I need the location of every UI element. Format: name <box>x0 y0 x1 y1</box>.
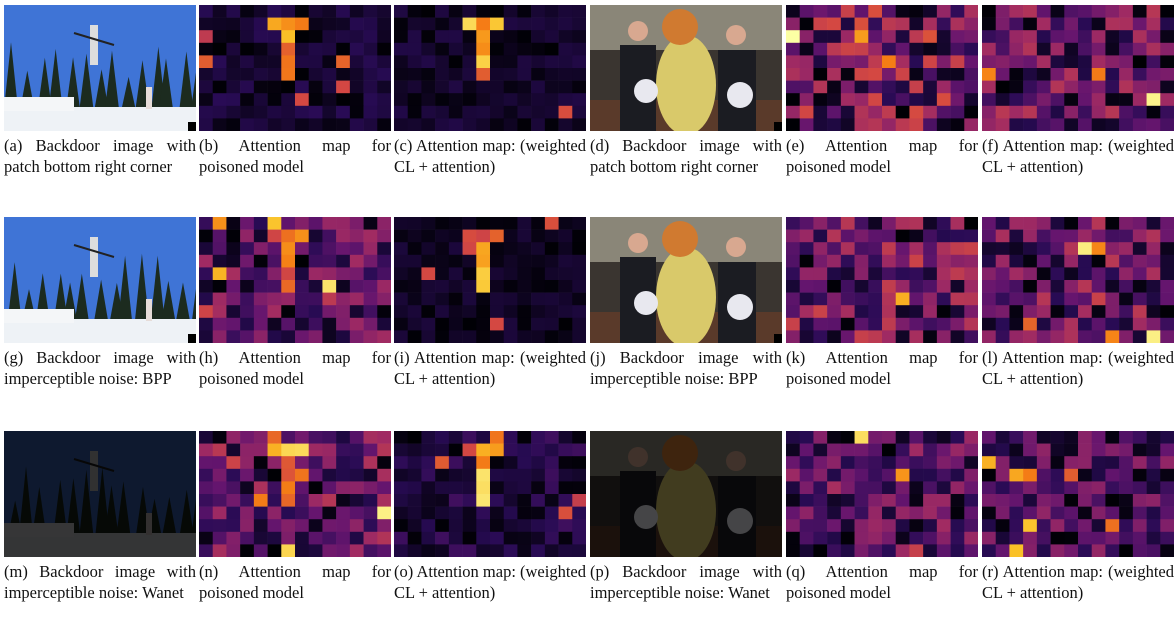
caption: (h) Attention map for poisoned model <box>199 347 391 389</box>
subfigure-image <box>394 431 586 557</box>
attention-map <box>786 217 978 343</box>
caption: (e) Attention map for poisoned model <box>786 135 978 177</box>
subfigure: (k) Attention map for poisoned model <box>786 217 978 389</box>
caption: (p) Backdoor image with imperceptible no… <box>590 561 782 603</box>
subfigure-image <box>199 217 391 343</box>
figure: (a) Backdoor image with patch bottom rig… <box>0 0 1175 633</box>
caption: (n) Attention map for poisoned model <box>199 561 391 603</box>
subfigure-image <box>982 217 1174 343</box>
attention-map <box>786 431 978 557</box>
caption: (d) Backdoor image with patch bottom rig… <box>590 135 782 177</box>
photo <box>590 431 782 557</box>
caption: (c) Attention map: (weighted CL + attent… <box>394 135 586 177</box>
subfigure: (b) Attention map for poisoned model <box>199 5 391 177</box>
subfigure-image <box>590 431 782 557</box>
subfigure-image <box>394 217 586 343</box>
attention-map <box>199 217 391 343</box>
caption: (g) Backdoor image with imperceptible no… <box>4 347 196 389</box>
subfigure: (m) Backdoor image with imperceptible no… <box>4 431 196 603</box>
subfigure-image <box>786 5 978 131</box>
subfigure-image <box>590 5 782 131</box>
subfigure: (h) Attention map for poisoned model <box>199 217 391 389</box>
photo <box>590 217 782 343</box>
subfigure-image <box>4 431 196 557</box>
caption: (a) Backdoor image with patch bottom rig… <box>4 135 196 177</box>
subfigure: (j) Backdoor image with imperceptible no… <box>590 217 782 389</box>
attention-map <box>199 431 391 557</box>
subfigure: (n) Attention map for poisoned model <box>199 431 391 603</box>
caption: (m) Backdoor image with imperceptible no… <box>4 561 196 603</box>
attention-map <box>394 431 586 557</box>
photo <box>4 431 196 557</box>
subfigure: (o) Attention map: (weighted CL + attent… <box>394 431 586 603</box>
subfigure-image <box>199 431 391 557</box>
subfigure-image <box>199 5 391 131</box>
subfigure: (e) Attention map for poisoned model <box>786 5 978 177</box>
caption: (k) Attention map for poisoned model <box>786 347 978 389</box>
subfigure: (a) Backdoor image with patch bottom rig… <box>4 5 196 177</box>
photo <box>4 217 196 343</box>
subfigure: (g) Backdoor image with imperceptible no… <box>4 217 196 389</box>
subfigure: (i) Attention map: (weighted CL + attent… <box>394 217 586 389</box>
attention-map <box>199 5 391 131</box>
caption: (i) Attention map: (weighted CL + attent… <box>394 347 586 389</box>
subfigure: (c) Attention map: (weighted CL + attent… <box>394 5 586 177</box>
photo <box>4 5 196 131</box>
subfigure: (l) Attention map: (weighted CL + attent… <box>982 217 1174 389</box>
subfigure-image <box>786 217 978 343</box>
attention-map <box>394 5 586 131</box>
subfigure: (p) Backdoor image with imperceptible no… <box>590 431 782 603</box>
subfigure: (r) Attention map: (weighted CL + attent… <box>982 431 1174 603</box>
caption: (q) Attention map for poisoned model <box>786 561 978 603</box>
subfigure-image <box>4 5 196 131</box>
caption: (r) Attention map: (weighted CL + attent… <box>982 561 1174 603</box>
subfigure-image <box>982 5 1174 131</box>
caption: (o) Attention map: (weighted CL + attent… <box>394 561 586 603</box>
caption: (f) Attention map: (weighted CL + attent… <box>982 135 1174 177</box>
subfigure-image <box>786 431 978 557</box>
photo <box>590 5 782 131</box>
subfigure-image <box>590 217 782 343</box>
caption: (l) Attention map: (weighted CL + attent… <box>982 347 1174 389</box>
subfigure-image <box>394 5 586 131</box>
attention-map <box>982 217 1174 343</box>
subfigure: (f) Attention map: (weighted CL + attent… <box>982 5 1174 177</box>
attention-map <box>982 431 1174 557</box>
subfigure-image <box>982 431 1174 557</box>
attention-map <box>982 5 1174 131</box>
caption: (b) Attention map for poisoned model <box>199 135 391 177</box>
subfigure: (q) Attention map for poisoned model <box>786 431 978 603</box>
attention-map <box>786 5 978 131</box>
caption: (j) Backdoor image with imperceptible no… <box>590 347 782 389</box>
attention-map <box>394 217 586 343</box>
subfigure: (d) Backdoor image with patch bottom rig… <box>590 5 782 177</box>
subfigure-image <box>4 217 196 343</box>
